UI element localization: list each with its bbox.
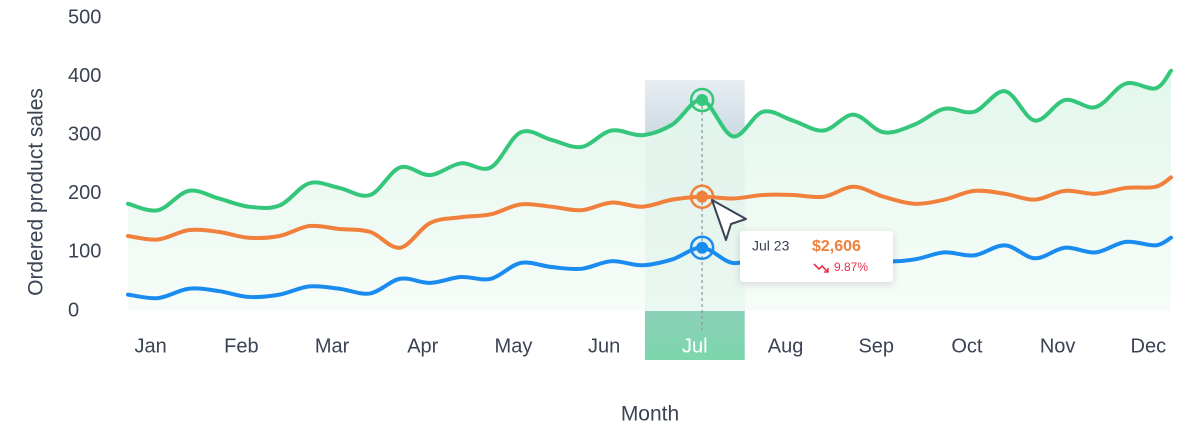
x-tick-label: Feb — [224, 335, 258, 357]
hover-ring — [689, 87, 715, 113]
x-tick-label: Nov — [1040, 335, 1076, 357]
x-tick-label: Apr — [407, 335, 438, 357]
tooltip: Jul 23 $2,606 9.87% — [711, 199, 893, 282]
lines-layer — [126, 68, 1173, 330]
cursor — [711, 199, 747, 241]
x-tick-label: Mar — [315, 335, 350, 357]
x-tick-label: May — [495, 335, 533, 357]
tooltip-value: $2,606 — [812, 238, 861, 255]
series-line — [126, 235, 1173, 301]
tooltip-change: 9.87% — [834, 260, 868, 274]
tooltip-box — [740, 231, 893, 282]
hover-dot — [696, 241, 709, 254]
x-axis-label: Month — [621, 403, 679, 426]
x-tick-label: Jul — [682, 335, 708, 357]
y-tick-label: 100 — [68, 241, 101, 263]
y-tick-label: 0 — [68, 299, 79, 321]
y-tick-label: 300 — [68, 123, 101, 145]
hover-ring — [689, 235, 715, 260]
y-tick-label: 200 — [68, 182, 101, 204]
y-tick-label: 500 — [68, 6, 101, 28]
hover-dot — [696, 94, 709, 107]
hover-ring — [689, 184, 715, 209]
x-tick-label: Jan — [135, 335, 167, 357]
series-line — [126, 175, 1173, 250]
x-tick-label: Aug — [768, 335, 804, 357]
y-axis-label: Ordered product sales — [25, 88, 48, 296]
x-tick-label: Jun — [588, 335, 620, 357]
x-tick-label: Dec — [1131, 335, 1167, 357]
background-layer — [128, 70, 1171, 360]
x-tick-label: Oct — [951, 335, 983, 357]
series-line — [126, 68, 1173, 213]
down-arrow-icon — [813, 263, 829, 273]
tooltip-date: Jul 23 — [752, 238, 790, 254]
y-tick-label: 400 — [68, 65, 101, 87]
x-tick-label: Sep — [858, 335, 894, 357]
hover-dot — [696, 190, 709, 203]
area-fill — [128, 70, 1171, 312]
